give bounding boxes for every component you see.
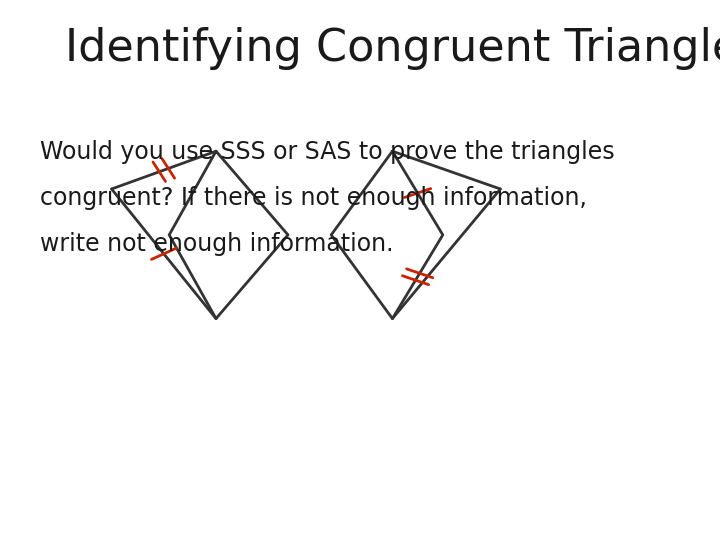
Text: write not enough information.: write not enough information.	[40, 232, 393, 256]
Text: congruent? If there is not enough information,: congruent? If there is not enough inform…	[40, 186, 587, 210]
Text: Identifying Congruent Triangles: Identifying Congruent Triangles	[65, 27, 720, 70]
Text: Would you use SSS or SAS to prove the triangles: Would you use SSS or SAS to prove the tr…	[40, 140, 614, 164]
